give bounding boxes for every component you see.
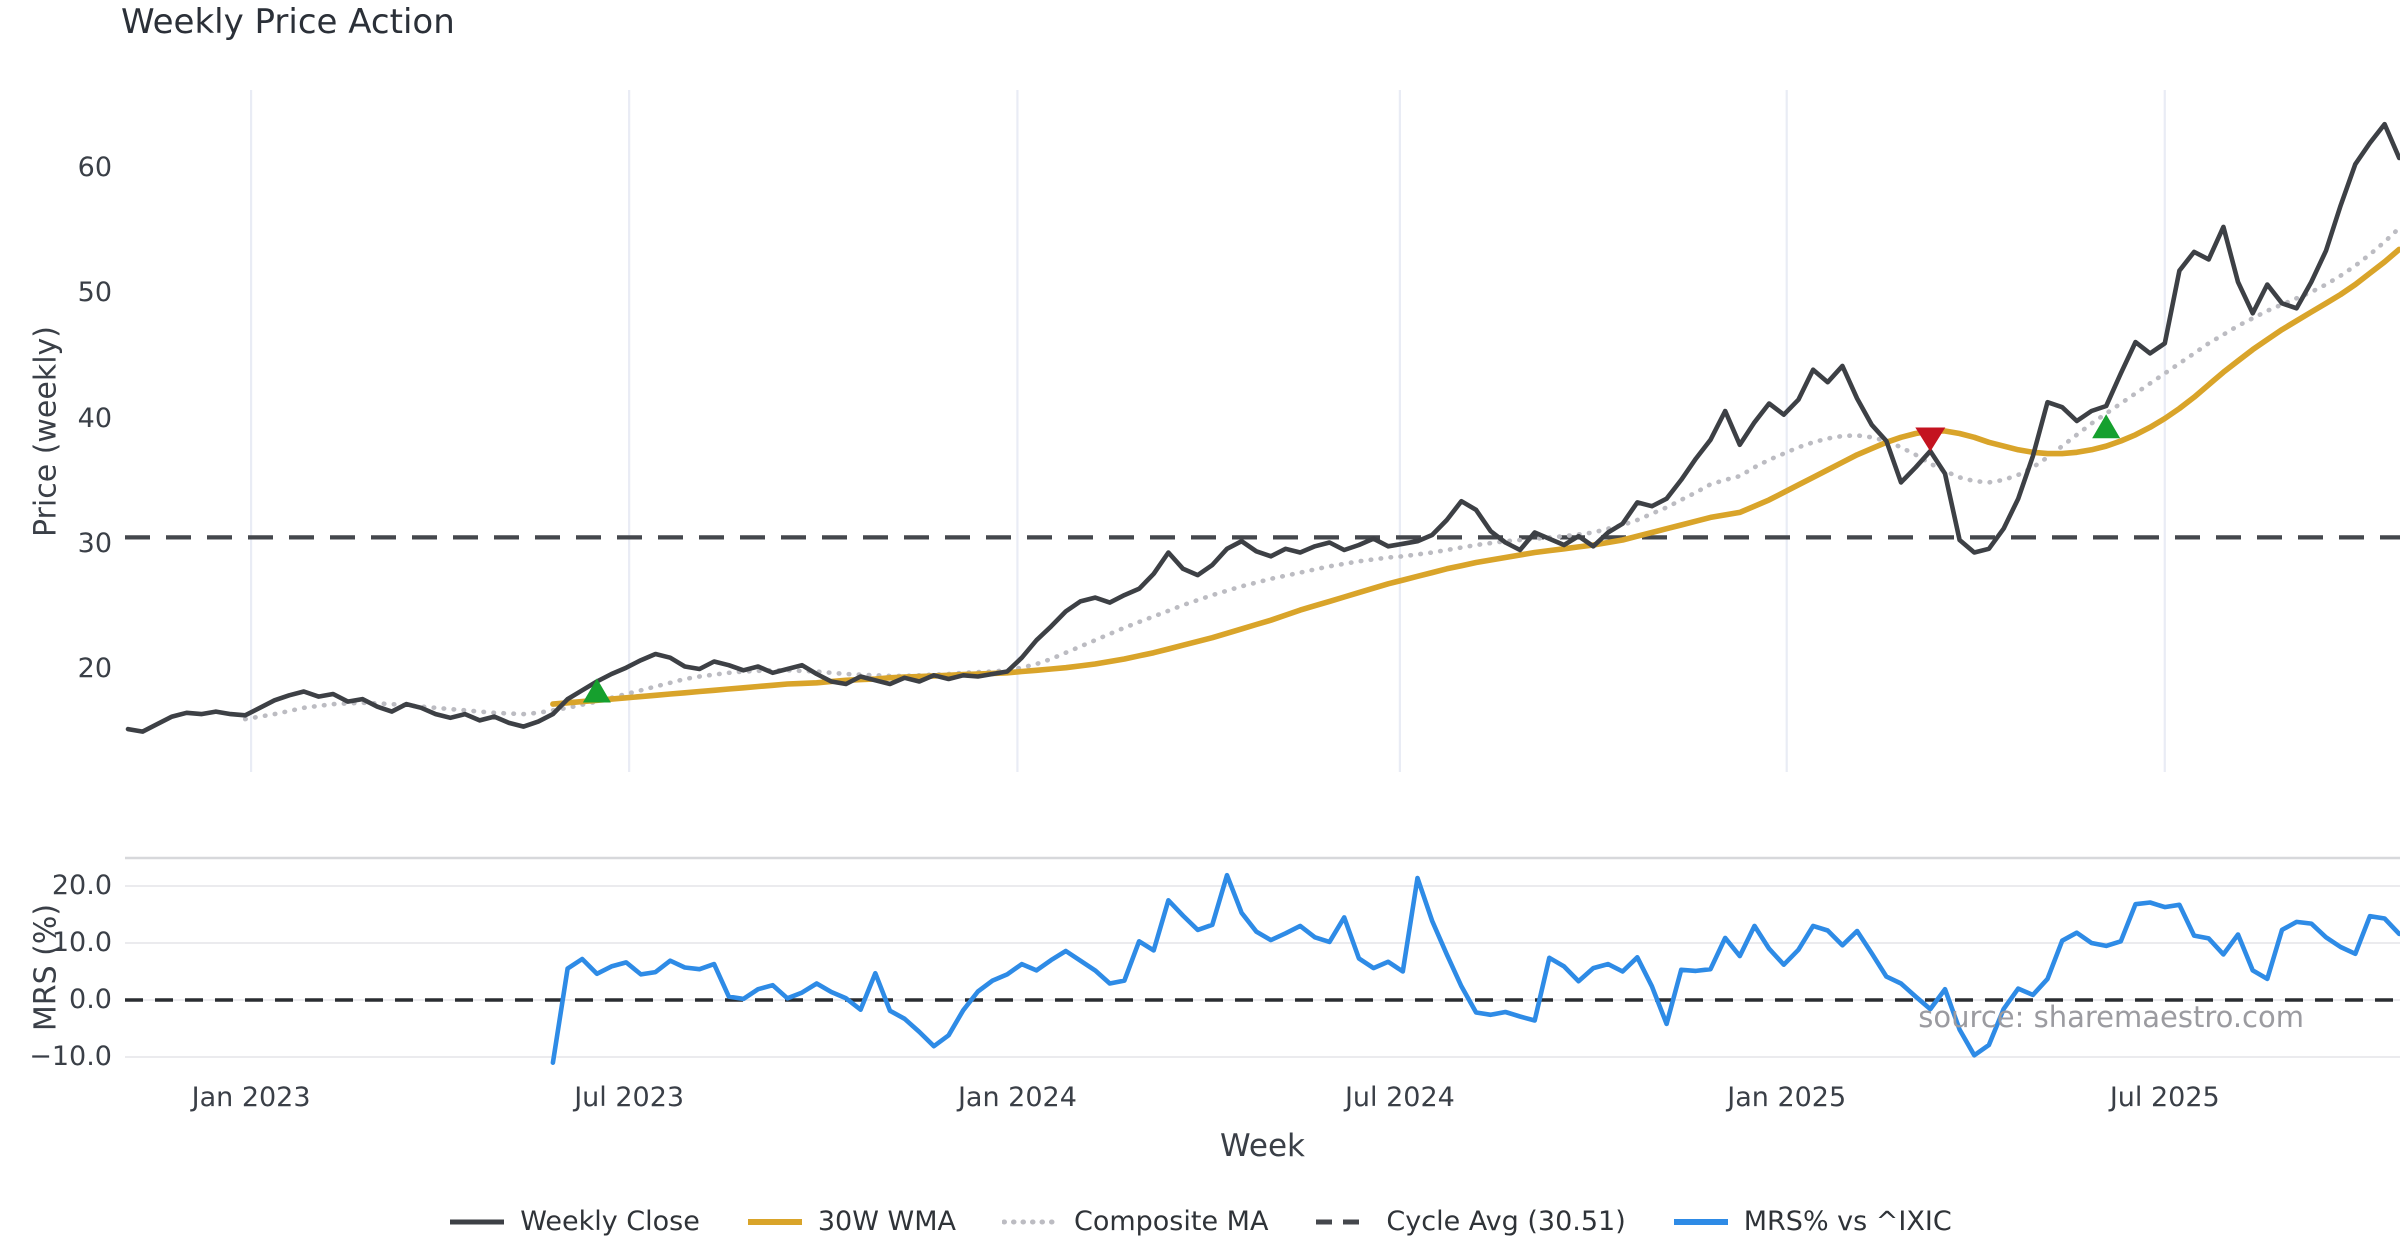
legend-label: Weekly Close bbox=[520, 1206, 700, 1237]
price-y-tick-label: 40 bbox=[77, 402, 112, 434]
legend-label: 30W WMA bbox=[817, 1206, 956, 1237]
legend-item: Composite MA bbox=[1001, 1206, 1269, 1237]
mrs-axis-title: MRS (%) bbox=[28, 903, 64, 1032]
legend-item: 30W WMA bbox=[746, 1206, 956, 1237]
x-tick-label: Jan 2025 bbox=[1727, 1082, 1847, 1113]
sell-signal-marker bbox=[1915, 427, 1946, 452]
price-y-tick-label: 60 bbox=[77, 152, 112, 183]
legend-swatch-dashed bbox=[1316, 1219, 1371, 1224]
price-y-tick-label: 20 bbox=[77, 653, 112, 684]
legend-swatch-dotted bbox=[1001, 1219, 1060, 1224]
legend-swatch-solid bbox=[450, 1219, 505, 1224]
legend-item: MRS% vs ^IXIC bbox=[1672, 1206, 1952, 1237]
30w-wma-line bbox=[550, 246, 2400, 707]
source-watermark: source: sharemaestro.com bbox=[1918, 1000, 2304, 1034]
x-tick-label: Jul 2023 bbox=[574, 1082, 685, 1113]
legend-label: Cycle Avg (30.51) bbox=[1386, 1206, 1626, 1237]
legend-label: Composite MA bbox=[1073, 1206, 1269, 1237]
mrs-y-tick-label: −10.0 bbox=[29, 1041, 112, 1072]
legend-label: MRS% vs ^IXIC bbox=[1743, 1206, 1952, 1237]
buy-signal-marker bbox=[582, 678, 611, 703]
legend-item: Cycle Avg (30.51) bbox=[1314, 1206, 1626, 1237]
buy-signal-marker bbox=[2092, 414, 2121, 439]
weekly-close-line bbox=[125, 121, 2400, 734]
x-tick-label: Jul 2024 bbox=[1344, 1082, 1455, 1113]
page-title: Weekly Price Action bbox=[121, 2, 455, 42]
legend-item: Weekly Close bbox=[448, 1206, 700, 1237]
mrs-y-tick-label: 20.0 bbox=[51, 870, 112, 901]
mrs-y-tick-label: 10.0 bbox=[51, 927, 112, 958]
mrs-line bbox=[550, 872, 2400, 1065]
x-tick-label: Jan 2023 bbox=[191, 1082, 311, 1113]
legend-swatch-solid bbox=[747, 1218, 802, 1225]
price-y-tick-label: 30 bbox=[77, 527, 112, 559]
price-y-tick-label: 50 bbox=[77, 277, 112, 309]
legend-swatch-solid bbox=[1673, 1218, 1728, 1225]
mrs-y-tick-label: 0.0 bbox=[69, 984, 112, 1015]
x-tick-label: Jul 2025 bbox=[2109, 1082, 2220, 1113]
composite-ma-line bbox=[242, 225, 2400, 722]
legend: Weekly Close 30W WMA Composite MA Cycle Avg… bbox=[0, 1206, 2400, 1237]
x-tick-label: Jan 2024 bbox=[957, 1082, 1077, 1113]
x-axis-title: Week bbox=[1220, 1128, 1305, 1164]
